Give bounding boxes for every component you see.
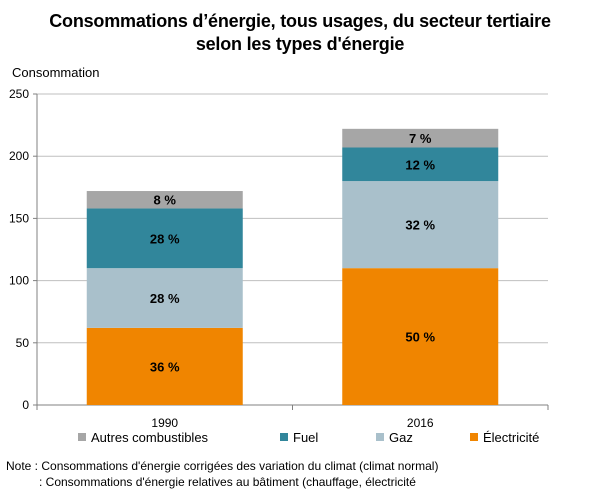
y-tick-label: 100 xyxy=(9,274,29,288)
data-label: 12 % xyxy=(405,157,435,172)
x-tick-label: 2016 xyxy=(407,416,434,430)
legend-swatch xyxy=(78,433,86,441)
data-label: 32 % xyxy=(405,218,435,233)
legend-swatch xyxy=(470,433,478,441)
data-label: 28 % xyxy=(150,231,180,246)
data-label: 28 % xyxy=(150,291,180,306)
bar-segment-électricité-2016 xyxy=(342,268,499,405)
legend-label: Gaz xyxy=(389,430,413,445)
legend-label: Électricité xyxy=(483,430,539,445)
note-line-2: : Consommations d'énergie relatives au b… xyxy=(39,475,416,489)
bar-segment-fuel-2016 xyxy=(342,147,499,182)
y-tick-label: 200 xyxy=(9,149,29,163)
x-tick-label: 1990 xyxy=(151,416,178,430)
bar-segment-fuel-1990 xyxy=(86,208,243,269)
data-label: 50 % xyxy=(405,330,435,345)
data-label: 36 % xyxy=(150,359,180,374)
data-label: 8 % xyxy=(154,193,177,208)
bar-segment-gaz-1990 xyxy=(86,268,243,328)
y-tick-label: 0 xyxy=(22,398,29,412)
note-line-1: Note : Consommations d'énergie corrigées… xyxy=(6,459,439,473)
data-label: 7 % xyxy=(409,131,432,146)
chart-title-line-2: selon les types d'énergie xyxy=(195,34,405,54)
bar-segment-autres-combustibles-2016 xyxy=(342,128,499,148)
bar-segment-autres-combustibles-1990 xyxy=(86,191,243,209)
legend-swatch xyxy=(280,433,288,441)
legend-swatch xyxy=(376,433,384,441)
y-tick-label: 150 xyxy=(9,211,29,225)
y-axis-label: Consommation xyxy=(12,65,100,80)
legend-label: Fuel xyxy=(293,430,318,445)
legend-label: Autres combustibles xyxy=(91,430,209,445)
chart-title-line-1: Consommations d’énergie, tous usages, du… xyxy=(49,11,551,31)
y-tick-label: 250 xyxy=(9,87,29,101)
bar-segment-électricité-1990 xyxy=(86,327,243,405)
bar-segment-gaz-2016 xyxy=(342,181,499,269)
y-tick-label: 50 xyxy=(16,336,30,350)
